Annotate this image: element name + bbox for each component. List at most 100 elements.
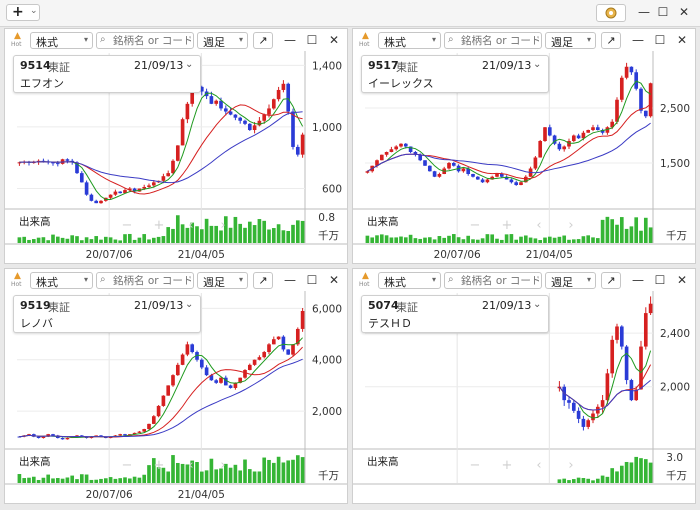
volume-bar bbox=[591, 237, 595, 243]
panel-maximize-icon[interactable]: ☐ bbox=[306, 33, 318, 47]
hot-icon[interactable]: ▲ Hot bbox=[359, 31, 370, 48]
search-input[interactable] bbox=[113, 34, 191, 47]
volume-bar bbox=[365, 235, 370, 243]
candle-body bbox=[262, 352, 267, 358]
candle-body bbox=[142, 429, 147, 432]
scroll-right-icon[interactable]: › bbox=[220, 218, 225, 233]
zoom-in-icon[interactable]: + bbox=[154, 458, 165, 473]
candle-body bbox=[161, 176, 166, 181]
open-external-button[interactable]: ↗ bbox=[601, 32, 621, 49]
volume-bar bbox=[286, 230, 291, 243]
candle-body bbox=[132, 188, 137, 192]
market-select[interactable]: 株式 ▾ bbox=[30, 32, 93, 49]
scroll-left-icon[interactable]: ‹ bbox=[188, 458, 193, 473]
panel-minimize-icon[interactable]: — bbox=[284, 33, 296, 47]
zoom-out-icon[interactable]: − bbox=[470, 218, 481, 233]
candle-body bbox=[243, 120, 247, 124]
volume-bar bbox=[295, 455, 300, 483]
scroll-right-icon[interactable]: › bbox=[568, 218, 573, 233]
scroll-left-icon[interactable]: ‹ bbox=[536, 458, 541, 473]
search-input[interactable] bbox=[113, 274, 191, 287]
scroll-left-icon[interactable]: ‹ bbox=[188, 218, 193, 233]
search-input[interactable] bbox=[461, 274, 539, 287]
volume-unit-label: 千万 bbox=[666, 470, 687, 482]
panel-maximize-icon[interactable]: ☐ bbox=[306, 273, 318, 287]
symbol-search[interactable]: ⌕ bbox=[444, 272, 542, 289]
settings-button[interactable] bbox=[596, 4, 626, 22]
scroll-right-icon[interactable]: › bbox=[220, 458, 225, 473]
candle-body bbox=[281, 83, 286, 90]
period-select[interactable]: 週足 ▾ bbox=[197, 272, 248, 289]
symbol-search[interactable]: ⌕ bbox=[96, 272, 194, 289]
search-input[interactable] bbox=[461, 34, 539, 47]
minimize-icon[interactable]: — bbox=[638, 5, 650, 19]
chevron-down-circle-icon[interactable]: ⌄ bbox=[185, 299, 194, 310]
volume-bar bbox=[562, 478, 567, 483]
add-panel-button[interactable]: + ⌄ bbox=[6, 4, 40, 21]
hot-icon[interactable]: ▲ Hot bbox=[359, 271, 370, 288]
volume-bar bbox=[99, 478, 103, 483]
scroll-right-icon[interactable]: › bbox=[568, 458, 573, 473]
panel-minimize-icon[interactable]: — bbox=[284, 273, 296, 287]
price-chart[interactable]: 1,400 1,000 600 出来高 0.8 千万 − + ‹ › 20/07/06 21/04/0… bbox=[5, 29, 347, 263]
panel-maximize-icon[interactable]: ☐ bbox=[654, 33, 666, 47]
price-chart[interactable]: 2,400 2,000 出来高 3.0 千万 − + ‹ › bbox=[353, 269, 695, 503]
candle-body bbox=[252, 125, 257, 130]
candle-body bbox=[99, 435, 103, 437]
volume-bar bbox=[137, 477, 142, 483]
panel-minimize-icon[interactable]: — bbox=[632, 33, 644, 47]
panel-close-icon[interactable]: ✕ bbox=[676, 33, 688, 47]
open-external-button[interactable]: ↗ bbox=[601, 272, 621, 289]
search-icon: ⌕ bbox=[100, 34, 106, 45]
market-select[interactable]: 株式 ▾ bbox=[378, 272, 441, 289]
volume-bar bbox=[291, 459, 295, 483]
volume-bar bbox=[171, 455, 175, 483]
panel-minimize-icon[interactable]: — bbox=[632, 273, 644, 287]
scroll-left-icon[interactable]: ‹ bbox=[536, 218, 541, 233]
chevron-down-circle-icon[interactable]: ⌄ bbox=[533, 299, 542, 310]
candle-body bbox=[281, 336, 286, 350]
candle-body bbox=[557, 143, 562, 150]
open-external-button[interactable]: ↗ bbox=[253, 32, 273, 49]
zoom-out-icon[interactable]: − bbox=[122, 458, 133, 473]
panel-close-icon[interactable]: ✕ bbox=[328, 33, 340, 47]
zoom-in-icon[interactable]: + bbox=[502, 218, 513, 233]
panel-close-icon[interactable]: ✕ bbox=[328, 273, 340, 287]
search-icon: ⌕ bbox=[100, 274, 106, 285]
chevron-down-icon: ▾ bbox=[431, 275, 436, 284]
zoom-in-icon[interactable]: + bbox=[502, 458, 513, 473]
volume-bar bbox=[22, 236, 27, 243]
hot-icon[interactable]: ▲ Hot bbox=[11, 271, 22, 288]
volume-bar bbox=[571, 479, 576, 483]
period-select[interactable]: 週足 ▾ bbox=[545, 32, 596, 49]
volume-bar bbox=[94, 479, 99, 483]
volume-bar bbox=[567, 480, 571, 483]
market-select[interactable]: 株式 ▾ bbox=[378, 32, 441, 49]
candle-body bbox=[75, 162, 79, 174]
volume-bar bbox=[595, 478, 600, 483]
period-select[interactable]: 週足 ▾ bbox=[545, 272, 596, 289]
candle-body bbox=[600, 130, 605, 133]
period-select[interactable]: 週足 ▾ bbox=[197, 32, 248, 49]
hot-icon[interactable]: ▲ Hot bbox=[11, 31, 22, 48]
zoom-out-icon[interactable]: − bbox=[470, 458, 481, 473]
zoom-out-icon[interactable]: − bbox=[122, 218, 133, 233]
open-external-button[interactable]: ↗ bbox=[253, 272, 273, 289]
maximize-icon[interactable]: ☐ bbox=[657, 5, 669, 19]
volume-bar bbox=[180, 463, 185, 483]
chevron-down-circle-icon[interactable]: ⌄ bbox=[533, 59, 542, 70]
volume-bar bbox=[75, 479, 79, 483]
volume-bar bbox=[610, 468, 615, 483]
panel-close-icon[interactable]: ✕ bbox=[676, 273, 688, 287]
volume-bar bbox=[60, 478, 65, 483]
zoom-in-icon[interactable]: + bbox=[154, 218, 165, 233]
volume-bar bbox=[243, 459, 247, 483]
chevron-down-circle-icon[interactable]: ⌄ bbox=[185, 59, 194, 70]
panel-maximize-icon[interactable]: ☐ bbox=[654, 273, 666, 287]
symbol-search[interactable]: ⌕ bbox=[444, 32, 542, 49]
close-icon[interactable]: ✕ bbox=[678, 5, 690, 19]
symbol-search[interactable]: ⌕ bbox=[96, 32, 194, 49]
market-select[interactable]: 株式 ▾ bbox=[30, 272, 93, 289]
